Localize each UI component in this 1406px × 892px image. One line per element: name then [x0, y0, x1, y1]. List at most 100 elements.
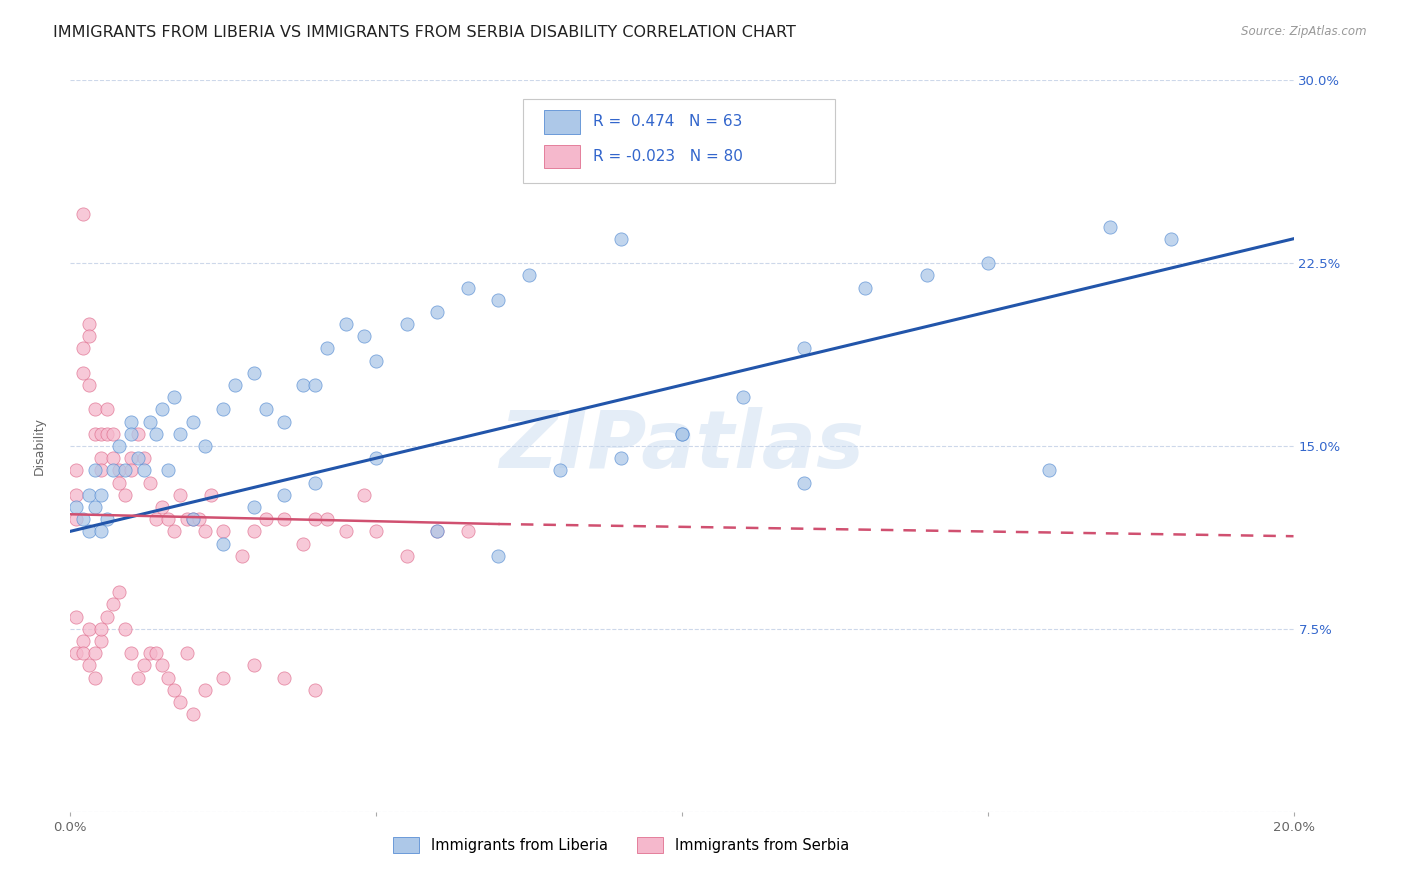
- Point: [132, 658, 155, 673]
- Point: [65, 500, 87, 514]
- Point: [457, 524, 479, 539]
- Point: [169, 426, 191, 441]
- Point: [366, 524, 388, 539]
- Point: [231, 549, 253, 563]
- Point: [77, 622, 100, 636]
- Point: [976, 256, 998, 270]
- Point: [353, 329, 375, 343]
- Point: [163, 524, 186, 539]
- Point: [127, 451, 149, 466]
- Point: [1160, 232, 1182, 246]
- Point: [304, 682, 326, 697]
- Point: [121, 463, 143, 477]
- Point: [101, 451, 124, 466]
- Point: [733, 390, 755, 404]
- Point: [108, 475, 131, 490]
- Point: [273, 415, 295, 429]
- Point: [77, 488, 100, 502]
- Point: [83, 671, 105, 685]
- Point: [132, 463, 155, 477]
- Point: [101, 598, 124, 612]
- Point: [316, 512, 339, 526]
- Point: [96, 609, 118, 624]
- Point: [90, 451, 112, 466]
- Point: [273, 671, 295, 685]
- Point: [224, 378, 246, 392]
- Point: [65, 609, 87, 624]
- Point: [127, 426, 149, 441]
- Point: [548, 463, 571, 477]
- Point: [426, 305, 449, 319]
- Point: [243, 366, 266, 380]
- Point: [163, 682, 186, 697]
- Point: [671, 426, 693, 441]
- Point: [671, 426, 693, 441]
- Point: [793, 342, 815, 356]
- Point: [114, 463, 136, 477]
- Point: [169, 695, 191, 709]
- Point: [426, 524, 449, 539]
- Point: [108, 585, 131, 599]
- Bar: [544, 111, 581, 134]
- Point: [77, 378, 100, 392]
- Point: [335, 317, 357, 331]
- Point: [72, 342, 94, 356]
- Point: [316, 342, 339, 356]
- Point: [426, 524, 449, 539]
- Point: [335, 524, 357, 539]
- Point: [90, 488, 112, 502]
- Point: [101, 463, 124, 477]
- FancyBboxPatch shape: [523, 99, 835, 183]
- Point: [517, 268, 540, 283]
- Point: [145, 512, 167, 526]
- Point: [194, 439, 217, 453]
- Point: [132, 451, 155, 466]
- Point: [145, 426, 167, 441]
- Point: [793, 475, 815, 490]
- Point: [139, 646, 162, 660]
- Point: [169, 488, 191, 502]
- Point: [90, 622, 112, 636]
- Point: [212, 402, 235, 417]
- Text: Source: ZipAtlas.com: Source: ZipAtlas.com: [1241, 25, 1367, 38]
- Point: [243, 658, 266, 673]
- Text: Disability: Disability: [32, 417, 46, 475]
- Point: [121, 646, 143, 660]
- Point: [1099, 219, 1122, 234]
- Point: [83, 646, 105, 660]
- Point: [77, 317, 100, 331]
- Point: [291, 378, 314, 392]
- Point: [127, 671, 149, 685]
- Legend: Immigrants from Liberia, Immigrants from Serbia: Immigrants from Liberia, Immigrants from…: [387, 830, 855, 859]
- Point: [304, 512, 326, 526]
- Point: [83, 426, 105, 441]
- Point: [77, 658, 100, 673]
- Point: [254, 512, 277, 526]
- Point: [291, 536, 314, 550]
- Point: [304, 378, 326, 392]
- Point: [181, 512, 204, 526]
- Point: [139, 415, 162, 429]
- Point: [212, 536, 235, 550]
- Point: [108, 463, 131, 477]
- Text: ZIPatlas: ZIPatlas: [499, 407, 865, 485]
- Point: [610, 451, 633, 466]
- Point: [176, 646, 198, 660]
- Point: [243, 500, 266, 514]
- Point: [488, 293, 510, 307]
- Point: [273, 488, 295, 502]
- Point: [65, 488, 87, 502]
- Point: [114, 622, 136, 636]
- Point: [187, 512, 209, 526]
- Point: [366, 353, 388, 368]
- Point: [65, 512, 87, 526]
- Point: [304, 475, 326, 490]
- Point: [101, 426, 124, 441]
- Point: [457, 280, 479, 294]
- Point: [65, 463, 87, 477]
- Point: [366, 451, 388, 466]
- Point: [163, 390, 186, 404]
- Point: [96, 402, 118, 417]
- Point: [150, 500, 173, 514]
- Point: [157, 512, 180, 526]
